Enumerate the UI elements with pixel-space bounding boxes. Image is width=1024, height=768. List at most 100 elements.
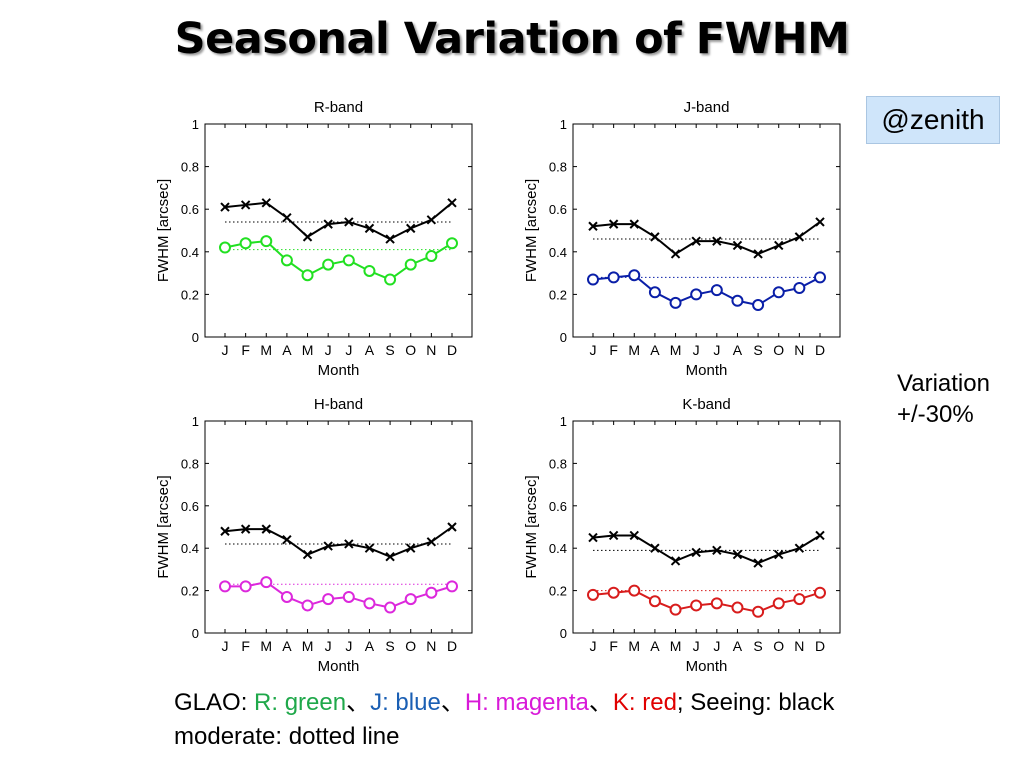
data-point-o (628, 584, 641, 597)
legend-r: R: green (254, 689, 347, 716)
y-tick-label: 0.6 (549, 499, 567, 514)
x-marker-stroke (240, 524, 251, 534)
y-tick-label: 0.8 (549, 160, 567, 175)
x-tick-label: J (693, 638, 700, 654)
x-marker-stroke (344, 539, 354, 549)
x-tick-label: F (609, 342, 618, 358)
data-point-o (772, 597, 785, 610)
x-marker-stroke (753, 558, 763, 568)
x-tick-label: A (282, 638, 292, 654)
x-tick-label: J (590, 638, 597, 654)
x-tick-label: M (302, 638, 314, 654)
data-point-x (712, 236, 722, 246)
x-marker-stroke (385, 234, 395, 244)
plot-frame (204, 420, 473, 634)
x-marker-stroke (261, 198, 271, 208)
x-tick-label: J (325, 638, 332, 654)
x-marker-stroke (447, 522, 457, 532)
x-marker-stroke (282, 213, 292, 223)
x-marker-stroke (815, 530, 825, 541)
x-tick-label: J (693, 342, 700, 358)
page-title: Seasonal Variation of FWHM (174, 14, 850, 64)
x-marker-stroke (650, 232, 660, 242)
x-tick-label: A (650, 638, 660, 654)
x-marker-stroke (732, 549, 743, 560)
x-tick-label: J (590, 342, 597, 358)
x-tick-label: J (222, 342, 229, 358)
data-point-o (587, 273, 599, 286)
x-tick-label: D (815, 342, 825, 358)
x-marker-stroke (426, 215, 437, 225)
x-tick-label: A (365, 342, 375, 358)
x-tick-label: A (733, 638, 743, 654)
x-tick-label: J (345, 342, 352, 358)
y-axis-label: FWHM [arcsec] (523, 475, 540, 578)
x-marker-stroke (323, 219, 333, 229)
data-point-x (815, 530, 825, 541)
data-point-o (628, 269, 641, 282)
data-point-x (302, 549, 313, 560)
data-point-x (426, 215, 437, 225)
data-point-o (648, 286, 661, 299)
x-marker-stroke (608, 530, 619, 541)
x-axis-label: Month (318, 658, 360, 675)
data-point-x (302, 232, 313, 242)
y-tick-label: 1 (560, 414, 567, 429)
x-tick-label: S (385, 638, 394, 654)
legend-caption: GLAO: R: green、J: blue、H: magenta、K: red… (174, 686, 834, 754)
legend-h: H: magenta (464, 689, 589, 716)
data-point-x (240, 200, 251, 210)
x-tick-label: D (447, 342, 457, 358)
x-tick-label: S (753, 342, 762, 358)
data-point-o (731, 294, 744, 307)
x-marker-stroke (426, 537, 437, 547)
series-line-seeing (224, 526, 453, 558)
x-marker-stroke (220, 202, 230, 212)
data-point-o (669, 296, 682, 309)
plot-frame (572, 420, 841, 634)
variation-line1: Variation (897, 370, 990, 397)
x-tick-label: M (302, 342, 314, 358)
x-marker-stroke (323, 541, 333, 551)
data-point-x (629, 530, 639, 541)
data-point-x (712, 545, 722, 556)
legend-sep1: 、 (346, 689, 371, 716)
data-point-x (691, 547, 701, 558)
x-marker-stroke (670, 556, 681, 566)
data-point-o (280, 254, 293, 267)
data-point-x (385, 234, 395, 244)
x-axis-label: Month (318, 362, 360, 379)
data-point-o (793, 593, 806, 606)
data-point-x (261, 524, 271, 534)
y-tick-label: 0 (192, 626, 199, 641)
data-point-o (814, 586, 826, 599)
data-point-o (607, 586, 620, 599)
series-line-seeing (592, 221, 821, 256)
data-point-o (322, 258, 335, 271)
y-tick-label: 0.6 (549, 202, 567, 217)
data-point-o (446, 580, 458, 593)
x-marker-stroke (691, 236, 701, 246)
data-point-o (342, 590, 355, 603)
data-point-x (426, 537, 437, 547)
x-tick-label: A (365, 638, 375, 654)
x-tick-label: J (713, 342, 720, 358)
y-tick-label: 1 (560, 117, 567, 132)
data-point-x (323, 219, 333, 229)
x-tick-label: O (405, 342, 416, 358)
data-point-x (650, 543, 660, 553)
y-tick-label: 0 (560, 330, 567, 345)
x-marker-stroke (753, 249, 763, 259)
data-point-o (404, 258, 417, 271)
x-marker-stroke (629, 219, 639, 229)
y-axis-label: FWHM [arcsec] (155, 475, 172, 578)
data-point-x (691, 236, 701, 246)
data-point-x (670, 556, 681, 566)
data-point-o (710, 597, 723, 610)
y-tick-label: 0.4 (549, 245, 567, 260)
data-point-o (587, 588, 599, 601)
data-point-o (363, 264, 376, 277)
